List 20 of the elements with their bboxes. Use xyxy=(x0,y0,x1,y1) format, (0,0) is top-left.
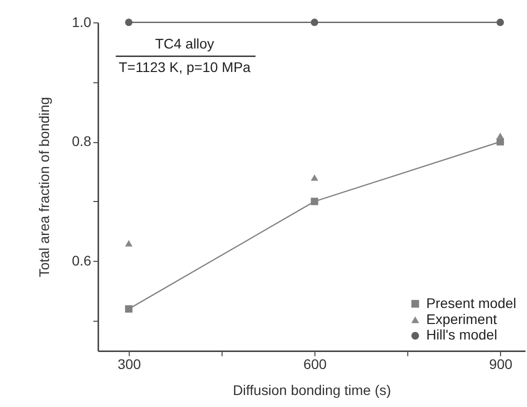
point xyxy=(125,240,132,246)
point xyxy=(125,18,132,26)
legend-label: Present model xyxy=(426,294,516,311)
x-tick-label: 600 xyxy=(303,356,327,372)
annotation: TC4 alloy xyxy=(155,35,214,52)
y-axis-title: Total area fraction of bonding xyxy=(36,96,52,278)
y-tick-label: 0.6 xyxy=(72,252,92,269)
point xyxy=(310,18,318,26)
x-tick-label: 300 xyxy=(118,356,142,372)
legend-label: Experiment xyxy=(426,310,497,327)
point xyxy=(496,132,504,139)
point xyxy=(125,305,132,313)
legend-label: Hill's model xyxy=(426,326,498,343)
x-axis-title: Diffusion bonding time (s) xyxy=(232,382,391,398)
point xyxy=(496,18,504,26)
y-tick-label: 1.0 xyxy=(72,14,92,30)
annotation: T=1123 K, p=10 MPa xyxy=(118,59,251,76)
y-tick-label: 0.8 xyxy=(72,133,92,150)
point xyxy=(310,174,318,181)
x-tick-label: 900 xyxy=(489,356,513,372)
